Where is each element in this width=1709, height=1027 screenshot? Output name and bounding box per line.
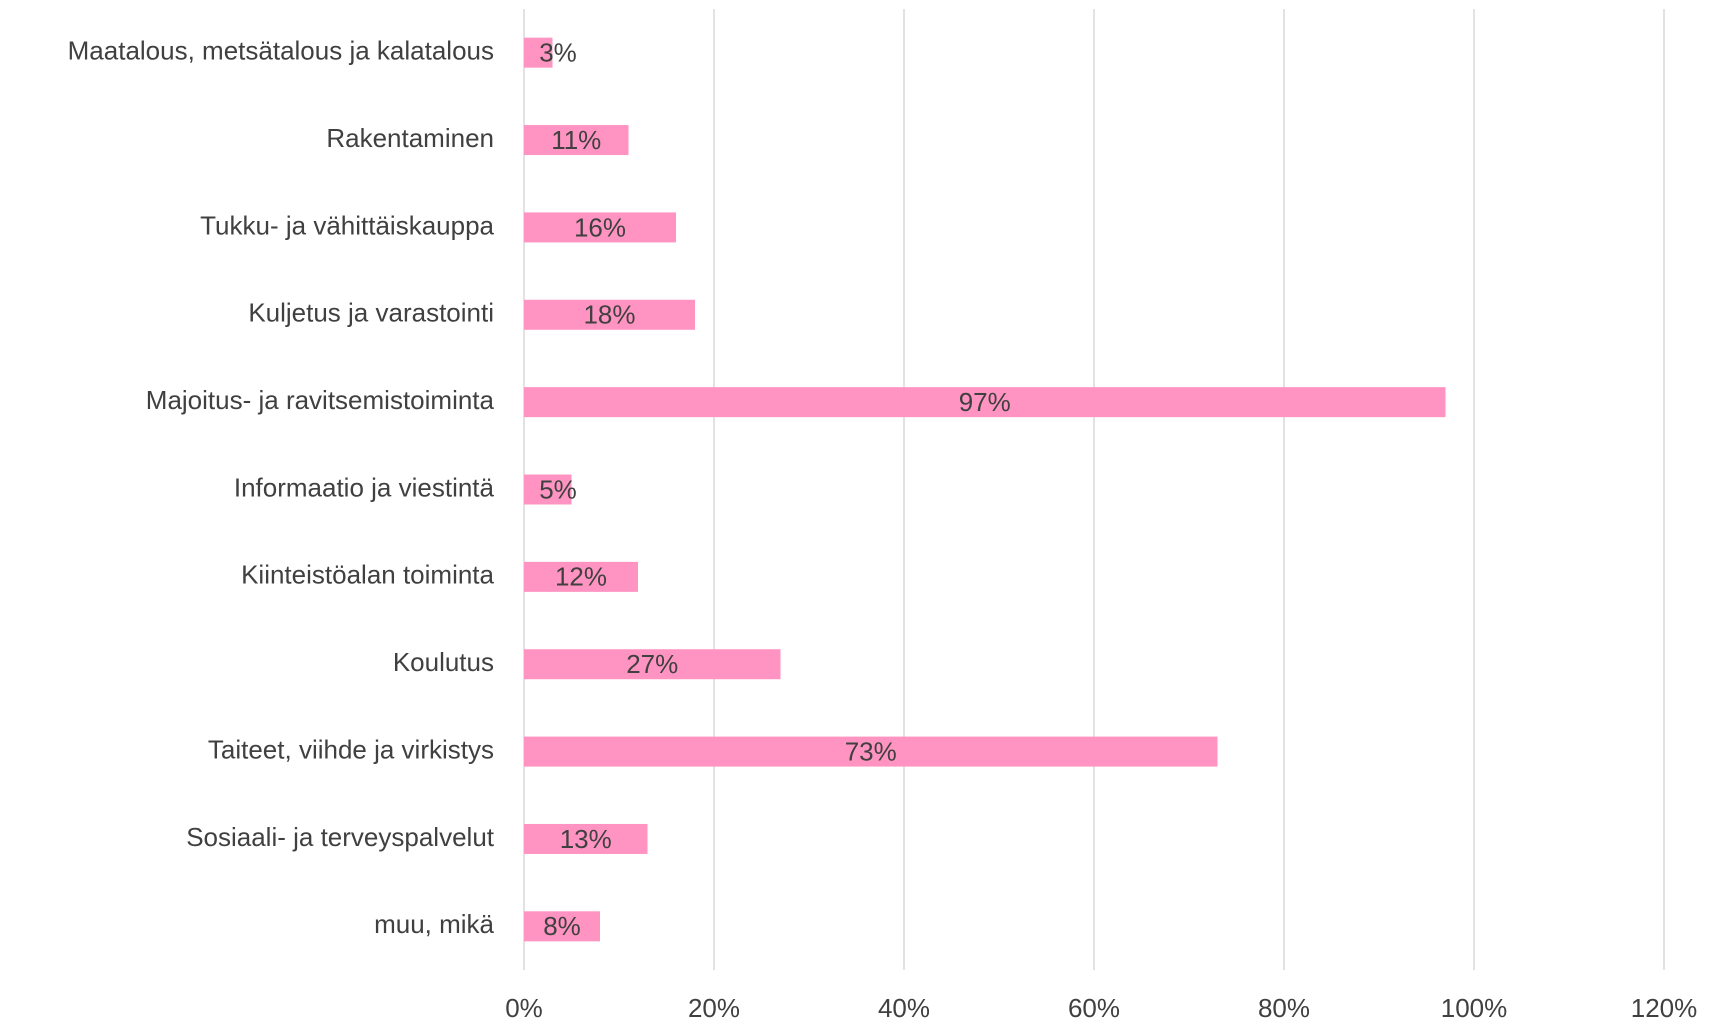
bar [524, 474, 572, 505]
x-tick-label: 20% [688, 993, 740, 1023]
bar [524, 649, 781, 680]
data-label: 27% [626, 649, 678, 679]
bar [524, 299, 695, 330]
y-tick-label: Taiteet, viihde ja virkistys [208, 734, 494, 764]
bar [524, 911, 600, 942]
y-tick-label: Sosiaali- ja terveyspalvelut [186, 822, 495, 852]
data-label: 12% [555, 562, 607, 592]
y-tick-label: Kuljetus ja varastointi [248, 298, 494, 328]
x-tick-label: 100% [1441, 993, 1508, 1023]
y-tick-label: Rakentaminen [326, 123, 494, 153]
bar [524, 561, 638, 592]
bar [524, 125, 629, 156]
y-tick-label: Informaatio ja viestintä [234, 472, 495, 502]
y-tick-label: Majoitus- ja ravitsemistoiminta [146, 385, 495, 415]
data-label: 11% [551, 125, 601, 155]
x-tick-label: 0% [505, 993, 543, 1023]
bar [524, 37, 553, 68]
y-tick-label: Kiinteistöalan toiminta [241, 560, 494, 590]
data-label: 73% [845, 736, 897, 766]
y-tick-label: muu, mikä [374, 909, 494, 939]
data-label: 97% [959, 387, 1011, 417]
data-label: 3% [539, 38, 577, 68]
y-tick-label: Koulutus [393, 647, 494, 677]
data-label: 8% [543, 911, 581, 941]
x-tick-label: 80% [1258, 993, 1310, 1023]
bar [524, 736, 1218, 767]
x-tick-label: 40% [878, 993, 930, 1023]
y-tick-label: Maatalous, metsätalous ja kalatalous [68, 36, 494, 66]
data-label: 16% [574, 212, 626, 242]
bar [524, 212, 676, 243]
data-label: 13% [560, 824, 612, 854]
data-label: 18% [583, 300, 635, 330]
x-tick-label: 60% [1068, 993, 1120, 1023]
bar [524, 387, 1446, 418]
data-label: 5% [539, 474, 577, 504]
y-tick-label: Tukku- ja vähittäiskauppa [200, 210, 494, 240]
x-tick-label: 120% [1631, 993, 1698, 1023]
bar [524, 823, 648, 854]
